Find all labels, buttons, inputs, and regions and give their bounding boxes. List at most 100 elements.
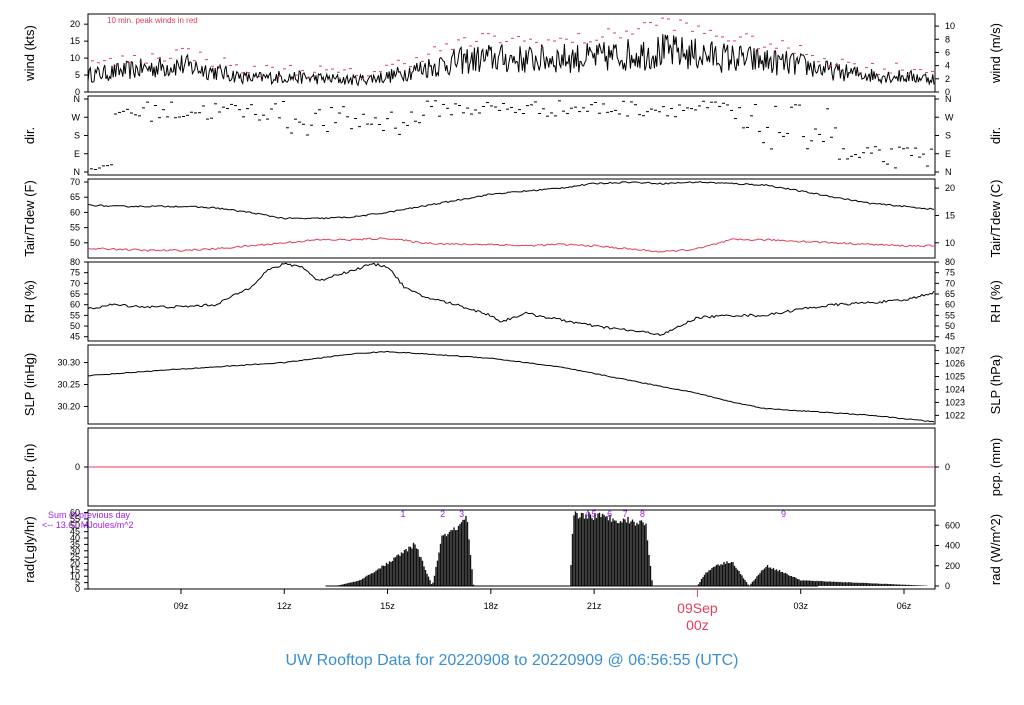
rad-left-tick-label: 45 [70, 527, 80, 537]
rad-marker-label: 3 [459, 509, 464, 519]
rh-left-tick-label: 60 [70, 300, 80, 310]
dir-ylabel-left: dir. [22, 127, 37, 144]
page-title: UW Rooftop Data for 20220908 to 20220909… [286, 652, 739, 669]
rh-ylabel-left: RH (%) [22, 280, 37, 323]
wind-ylabel-left: wind (kts) [22, 25, 37, 82]
temp-left-tick-label: 55 [70, 223, 80, 233]
slp-left-tick-label: 30.20 [57, 401, 80, 411]
slp-line [87, 350, 935, 423]
dir-left-tick-label: W [72, 112, 81, 122]
tdew-line [87, 237, 935, 253]
rad-left-tick-label: 35 [70, 539, 80, 549]
wind-left-tick-label: 15 [70, 36, 80, 46]
wind-left-tick-label: 10 [70, 53, 80, 63]
rad-left-tick-label: 60 [70, 508, 80, 518]
rad-left-tick-label: 15 [70, 565, 80, 575]
rad-sum-label: Sum of previous day [48, 510, 131, 520]
rh-left-tick-label: 75 [70, 268, 80, 278]
rad-panel-frame [87, 509, 936, 590]
dir-left-tick-label: N [74, 167, 81, 177]
dir-right-tick-label: N [945, 167, 952, 177]
temp-left-tick-label: 65 [70, 192, 80, 202]
rh-left-tick-label: 55 [70, 310, 80, 320]
time-tick-label: 03z [793, 601, 808, 611]
wind-panel-frame [87, 13, 936, 93]
slp-right-tick-label: 1022 [945, 410, 965, 420]
rad-marker-label: 5 [592, 509, 597, 519]
day-label: 09Sep [677, 600, 718, 616]
temp-right-tick-label: 10 [945, 238, 955, 248]
slp-ylabel-left: SLP (inHg) [22, 353, 37, 416]
rad-marker-label: 7 [623, 509, 628, 519]
wind-right-tick-label: 0 [945, 87, 950, 97]
time-tick-label: 06z [897, 601, 912, 611]
dir-left-tick-label: N [74, 94, 81, 104]
wind-speed-line [87, 34, 935, 87]
rad-left-tick-label: 0 [75, 584, 80, 594]
slp-panel-frame [87, 344, 936, 425]
dir-right-tick-label: E [945, 149, 951, 159]
time-tick-label: 12z [277, 601, 292, 611]
rh-right-tick-label: 50 [945, 321, 955, 331]
pcp-ylabel-right: pcp. (mm) [988, 438, 1003, 497]
temp-panel-frame [87, 178, 936, 259]
dir-right-tick-label: S [945, 131, 951, 141]
wind-left-tick-label: 5 [75, 70, 80, 80]
rad-left-tick-label: 55 [70, 514, 80, 524]
day-label-hour: 00z [686, 617, 709, 633]
rh-right-tick-label: 70 [945, 278, 955, 288]
temp-right-tick-label: 20 [945, 183, 955, 193]
wind-right-tick-label: 4 [945, 61, 950, 71]
rad-left-tick-label: 20 [70, 559, 80, 569]
temp-right-tick-label: 15 [945, 210, 955, 220]
temp-left-tick-label: 50 [70, 238, 80, 248]
slp-right-tick-label: 1026 [945, 359, 965, 369]
rad-marker-label: 9 [781, 509, 786, 519]
rh-line [87, 262, 935, 336]
rh-right-tick-label: 60 [945, 300, 955, 310]
dir-left-tick-label: E [74, 149, 80, 159]
rh-right-tick-label: 55 [945, 310, 955, 320]
time-tick-label: 09z [174, 601, 189, 611]
rad-marker-label: 4 [585, 509, 590, 519]
rad-ylabel-right: rad (W/m^2) [988, 514, 1003, 585]
pcp-right-tick-label: 0 [945, 462, 950, 472]
rad-right-tick-label: 200 [945, 561, 960, 571]
slp-right-tick-label: 1025 [945, 371, 965, 381]
rh-panel-frame [87, 261, 936, 342]
dir-ylabel-right: dir. [988, 127, 1003, 144]
wind-left-tick-label: 20 [70, 19, 80, 29]
slp-right-tick-label: 1023 [945, 397, 965, 407]
dir-right-tick-label: N [945, 94, 952, 104]
dir-left-tick-label: S [74, 131, 80, 141]
pcp-ylabel-left: pcp. (in) [22, 444, 37, 491]
rh-right-tick-label: 45 [945, 332, 955, 342]
slp-ylabel-right: SLP (hPa) [988, 355, 1003, 415]
rad-sum-value: <-- 13.61 MJoules/m^2 [42, 520, 134, 530]
tair-line [87, 180, 935, 220]
rh-right-tick-label: 65 [945, 289, 955, 299]
rad-ylabel-left: rad(Lgly/hr) [22, 516, 37, 582]
rh-left-tick-label: 80 [70, 257, 80, 267]
temp-left-tick-label: 60 [70, 207, 80, 217]
rh-right-tick-label: 80 [945, 257, 955, 267]
rad-left-tick-label: 5 [75, 578, 80, 588]
temp-left-tick-label: 70 [70, 177, 80, 187]
rad-marker-label: 1 [401, 509, 406, 519]
rad-right-tick-label: 0 [945, 581, 950, 591]
rad-right-tick-label: 600 [945, 520, 960, 530]
rh-left-tick-label: 45 [70, 332, 80, 342]
wind-right-tick-label: 2 [945, 74, 950, 84]
rad-marker-label: 2 [440, 509, 445, 519]
slp-right-tick-label: 1024 [945, 384, 965, 394]
wind-right-tick-label: 10 [945, 21, 955, 31]
pcp-left-tick-label: 0 [75, 462, 80, 472]
wind-right-tick-label: 6 [945, 47, 950, 57]
rh-right-tick-label: 75 [945, 268, 955, 278]
wind-left-tick-label: 0 [75, 87, 80, 97]
rad-left-tick-label: 25 [70, 552, 80, 562]
slp-left-tick-label: 30.30 [57, 358, 80, 368]
rad-left-tick-label: 50 [70, 520, 80, 530]
